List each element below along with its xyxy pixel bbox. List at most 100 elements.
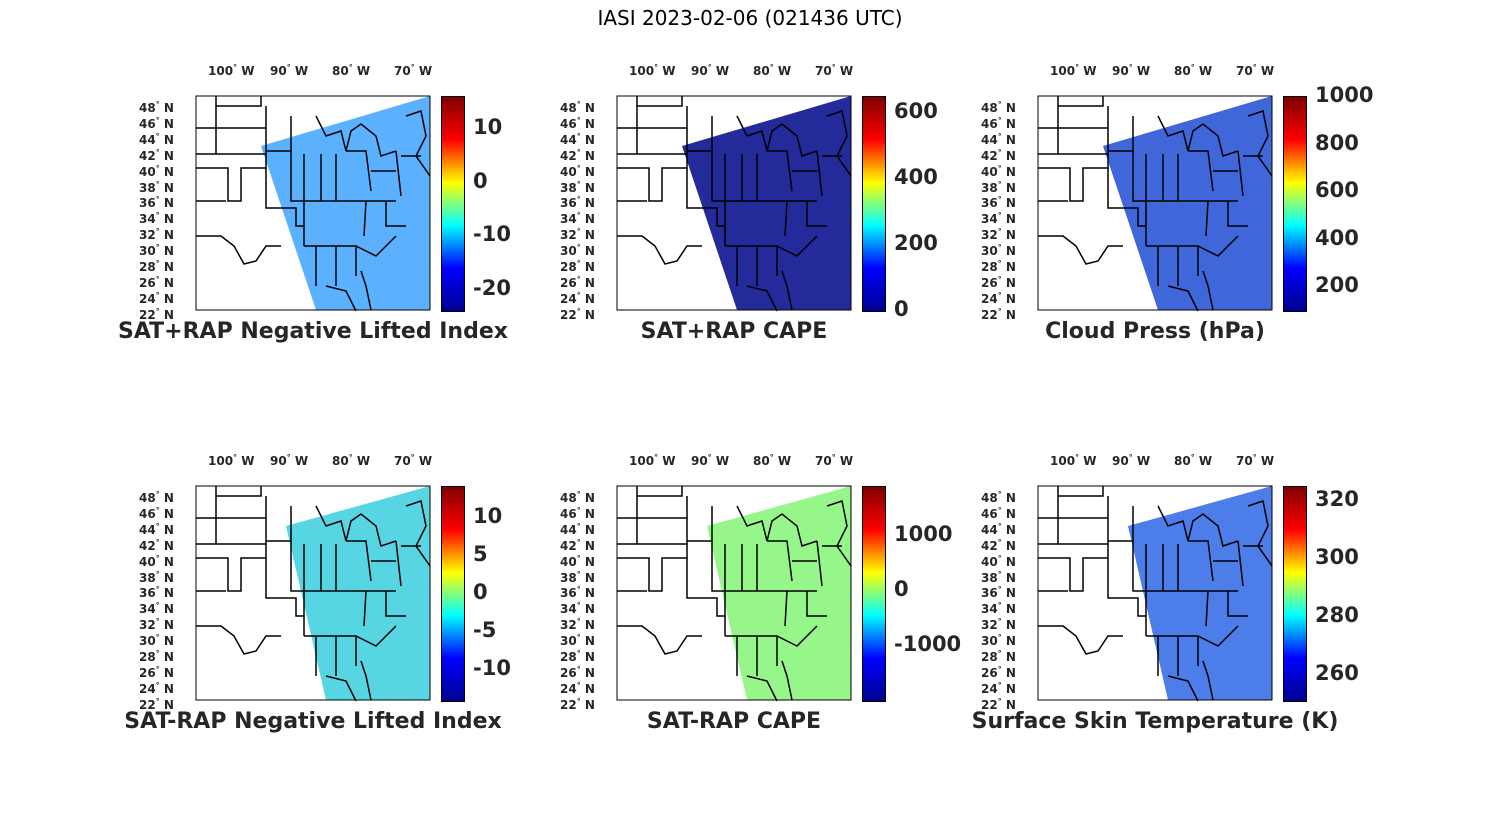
state-boundary [196,154,267,202]
lon-tick-label: 80° W [753,453,792,468]
state-boundary [290,151,305,246]
colorbar-tick-label: 600 [1315,178,1359,203]
lon-tick-label: 80° W [1174,453,1213,468]
state-boundary [822,110,852,177]
lat-tick-label: 38° N [139,569,174,585]
state-boundary [196,590,281,655]
lat-tick-label: 26° N [139,274,174,290]
lat-tick-label: 26° N [560,664,595,680]
colorbar-tick-label: 800 [1315,130,1359,155]
state-boundary [637,106,688,129]
state-boundary [1243,110,1273,177]
lon-tick-label: 90° W [691,63,730,78]
lat-tick-label: 32° N [560,227,595,243]
lon-tick-label: 70° W [1236,63,1275,78]
state-boundary [1058,106,1109,129]
state-boundary [766,123,823,197]
lon-tick-label: 90° W [1112,453,1151,468]
state-boundary [1038,544,1109,592]
state-boundary [1205,200,1248,237]
state-boundary [711,541,726,636]
lat-tick-label: 32° N [139,227,174,243]
state-boundary [1205,590,1248,627]
lat-tick-label: 28° N [981,259,1016,274]
lon-tick-label: 70° W [815,63,854,78]
lat-tick-label: 30° N [139,633,174,649]
lat-tick-label: 42° N [981,147,1016,163]
colorbar-tick-label: 260 [1315,660,1359,685]
lat-tick-label: 30° N [560,243,595,259]
lon-tick-label: 100° W [629,453,676,468]
lat-tick-label: 34° N [139,211,174,227]
state-boundary [637,518,688,545]
state-boundary [1038,154,1109,202]
lat-tick-label: 44° N [139,521,174,537]
colorbar-tick-label: 320 [1315,487,1359,512]
lon-tick-label: 100° W [1050,453,1097,468]
lat-tick-label: 36° N [139,195,174,211]
state-boundary [1058,128,1109,155]
colorbar-tick-label: 1000 [1315,83,1374,107]
lat-tick-label: 30° N [560,633,595,649]
lat-tick-label: 24° N [560,680,595,696]
state-boundary [363,200,406,237]
state-boundary [1058,486,1104,497]
lat-tick-label: 38° N [981,569,1016,585]
colorbar-tick-label: 0 [894,577,909,602]
lat-tick-label: 44° N [560,521,595,537]
state-boundary [1038,200,1123,265]
colorbar [1283,486,1307,702]
lat-tick-label: 42° N [139,537,174,553]
colorbar-tick-label: 5 [473,541,488,566]
lat-tick-label: 26° N [560,274,595,290]
lat-tick-label: 44° N [560,131,595,147]
lat-tick-label: 24° N [981,680,1016,696]
lat-tick-label: 36° N [981,585,1016,601]
colorbar-tick-label: 400 [894,165,938,190]
colorbar [862,96,886,312]
panel-title: SAT-RAP Negative Lifted Index [124,709,502,734]
panel-title: Surface Skin Temperature (K) [971,709,1339,734]
map-svg [1037,485,1273,702]
figure-title: IASI 2023-02-06 (021436 UTC) [597,6,903,30]
state-boundary [315,505,372,591]
data-swath [1128,486,1272,700]
state-boundary [617,518,638,545]
lat-tick-label: 30° N [139,243,174,259]
lat-tick-label: 38° N [560,569,595,585]
panel-title: SAT-RAP CAPE [646,709,822,734]
state-boundary [196,96,217,129]
colorbar-tick-label: 10 [473,503,503,528]
state-boundary [1187,123,1244,197]
colorbar-tick-label: -10 [473,222,511,247]
state-boundary [196,200,281,265]
lat-tick-label: 46° N [139,115,174,131]
lat-tick-label: 36° N [560,585,595,601]
lon-tick-label: 100° W [1050,63,1097,78]
state-boundary [290,541,305,636]
map-frame [1037,485,1273,701]
lon-tick-label: 70° W [394,63,433,78]
state-boundary [766,513,823,587]
lat-tick-label: 22° N [560,696,595,712]
colorbar [862,486,886,702]
state-boundary [345,513,402,587]
state-boundary [216,486,262,497]
colorbar-tick-label: 1000 [894,522,953,547]
lat-tick-label: 38° N [139,179,174,195]
map-frame [616,95,852,311]
lon-tick-label: 100° W [629,63,676,78]
lat-tick-label: 24° N [139,290,174,306]
lat-tick-label: 22° N [139,696,174,712]
colorbar-tick-label: 300 [1315,545,1359,570]
state-boundary [1243,500,1273,567]
colorbar-tick-label: 10 [473,115,503,140]
lat-tick-label: 28° N [139,259,174,274]
state-boundary [1157,235,1239,286]
state-boundary [736,625,818,676]
state-boundary [617,96,638,129]
state-boundary [216,496,267,519]
lat-tick-label: 24° N [139,680,174,696]
state-boundary [637,128,688,155]
colorbar-tick-label: 200 [1315,273,1359,298]
